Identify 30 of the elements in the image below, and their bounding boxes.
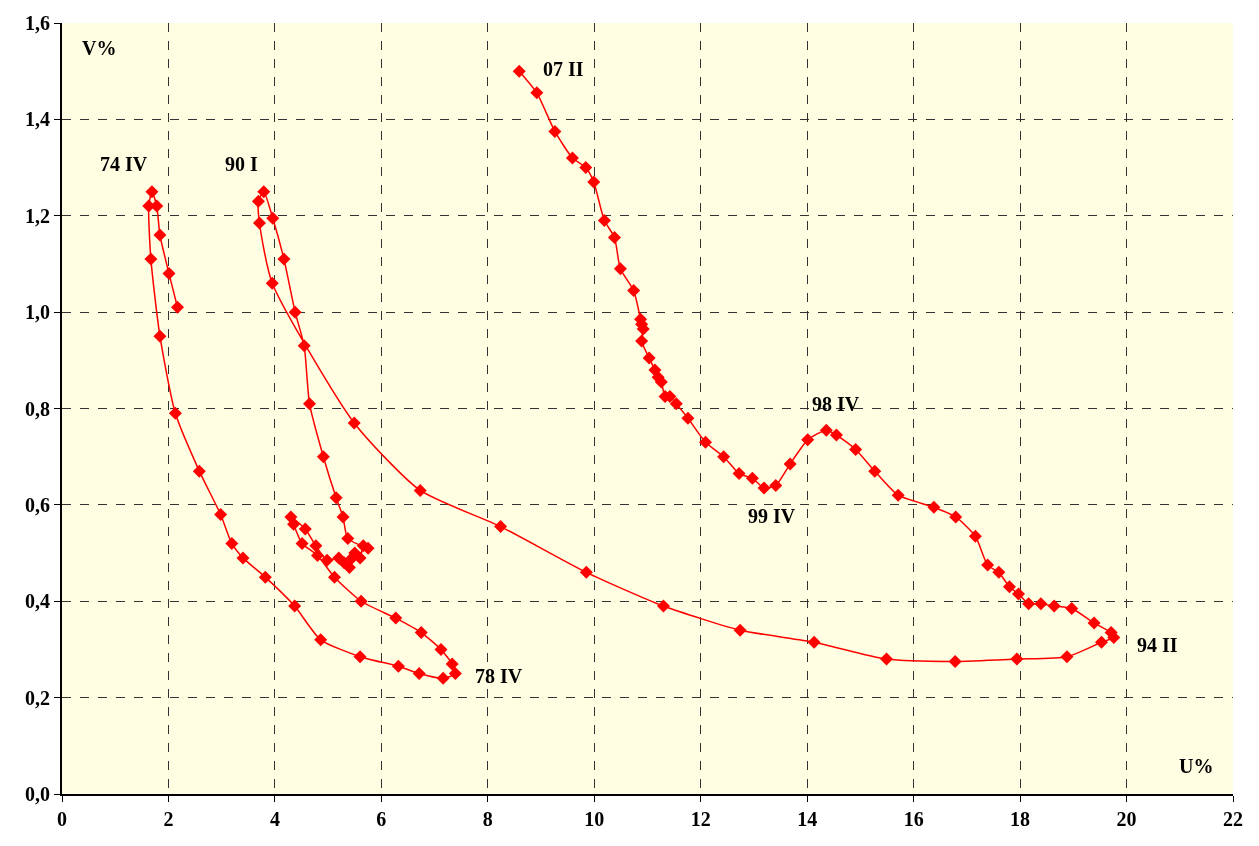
x-tick-label: 10 <box>584 808 605 830</box>
x-tick-label: 22 <box>1223 808 1243 830</box>
y-axis-title: V% <box>82 37 117 59</box>
x-tick-label: 18 <box>1010 808 1031 830</box>
y-tick-label: 0,8 <box>25 397 50 420</box>
y-tick-label: 0,6 <box>25 493 50 516</box>
annotation: 98 IV <box>812 393 860 415</box>
y-tick-label: 1,0 <box>25 301 50 324</box>
x-tick-label: 6 <box>376 808 387 830</box>
y-tick-label: 1,4 <box>25 108 50 131</box>
y-tick-label: 1,2 <box>25 204 50 227</box>
x-tick-label: 12 <box>690 808 711 830</box>
y-tick-label: 0,4 <box>25 590 50 613</box>
y-tick-label: 0,0 <box>25 783 50 805</box>
annotation: 07 II <box>543 58 584 80</box>
x-tick-label: 20 <box>1116 808 1137 830</box>
x-tick-label: 8 <box>482 808 493 830</box>
annotation: 99 IV <box>748 505 796 527</box>
x-tick-label: 0 <box>57 808 67 830</box>
annotation: 74 IV <box>100 153 148 175</box>
y-tick-label: 1,6 <box>25 12 50 34</box>
annotation: 78 IV <box>475 665 523 687</box>
y-tick-label: 0,2 <box>25 686 50 709</box>
annotation: 94 II <box>1137 634 1178 656</box>
x-tick-label: 2 <box>163 808 174 830</box>
annotation: 90 I <box>225 153 258 175</box>
x-axis-title: U% <box>1179 755 1214 777</box>
x-tick-label: 4 <box>269 808 280 830</box>
x-tick-label: 14 <box>797 808 818 830</box>
x-tick-label: 16 <box>903 808 924 830</box>
